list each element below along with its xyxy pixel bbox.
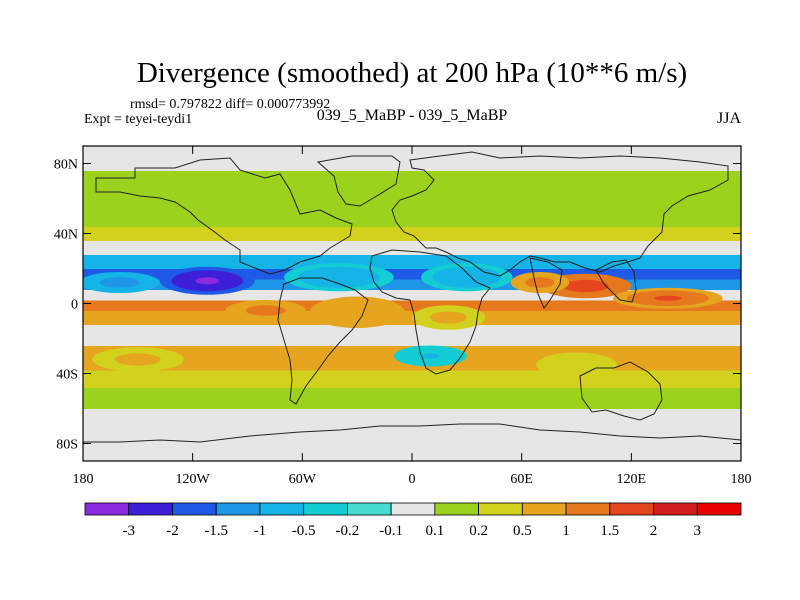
coast-eurasia: [391, 151, 729, 277]
coast-southeast-asia: [595, 259, 637, 303]
colorbar-swatch: [172, 502, 217, 516]
field-band: [83, 279, 741, 290]
field-anomaly: [455, 273, 479, 281]
field-band: [83, 240, 741, 255]
coast-greenland: [316, 155, 401, 207]
colorbar-level-label: 1: [562, 523, 570, 539]
colorbar-swatch: [434, 502, 480, 516]
colorbar-level-label: 2: [650, 523, 658, 539]
colorbar-level-label: 0.1: [425, 523, 444, 539]
chart-title: Divergence (smoothed) at 200 hPa (10**6 …: [137, 57, 687, 89]
experiment-label: Expt = teyei-teydi1: [84, 112, 192, 127]
x-tick-label: 180: [73, 472, 94, 487]
field-anomaly: [255, 307, 276, 314]
y-tick-label: 80N: [54, 158, 78, 173]
colorbar-swatch: [390, 502, 436, 516]
colorbar-swatch: [303, 502, 348, 516]
field-band: [83, 310, 741, 325]
colorbar-level-label: 3: [694, 523, 702, 539]
coast-south-america: [277, 277, 369, 405]
field-band: [83, 170, 741, 192]
colorbar-swatch: [215, 502, 261, 516]
field-anomaly: [325, 273, 353, 281]
colorbar: -3 -2 -1.5 -1 -0.5 -0.2 -0.1 0.1 0.2 0.5 1 1.5 2 3: [84, 502, 742, 539]
x-tick-label: 120E: [617, 472, 647, 487]
colorbar-level-label: -1: [254, 523, 267, 539]
season-label: JJA: [717, 110, 741, 127]
field-band: [83, 387, 741, 409]
colorbar-swatch: [478, 502, 523, 516]
colorbar-swatch: [259, 502, 305, 516]
field-anomaly: [532, 279, 548, 286]
colorbar-level-label: -0.1: [379, 523, 403, 539]
colorbar-level-label: -1.5: [204, 523, 228, 539]
field-anomaly: [654, 295, 682, 301]
divergence-field: [83, 146, 741, 461]
y-tick-label: 0: [71, 298, 78, 313]
x-tick-label: 60E: [510, 472, 533, 487]
field-band: [83, 209, 741, 227]
field-anomaly: [126, 356, 150, 363]
subtitle-label: 039_5_MaBP - 039_5_MaBP: [317, 107, 508, 124]
colorbar-swatch: [521, 502, 567, 516]
field-anomaly: [195, 277, 220, 285]
field-band: [83, 335, 741, 346]
coast-africa: [369, 249, 491, 375]
colorbar-swatch: [128, 502, 173, 516]
field-anomaly: [421, 353, 440, 359]
colorbar-level-label: -0.5: [292, 523, 316, 539]
field-anomaly: [574, 282, 598, 290]
coast-antarctica: [83, 423, 741, 443]
colorbar-level-label: -0.2: [336, 523, 360, 539]
x-tick-label: 0: [409, 472, 416, 487]
field-anomaly: [345, 308, 370, 317]
x-tick-label: 60W: [289, 472, 317, 487]
field-band: [83, 268, 741, 280]
y-tick-label: 80S: [56, 438, 78, 453]
field-band: [83, 254, 741, 269]
colorbar-level-label: 0.2: [469, 523, 488, 539]
colorbar-swatch: [84, 502, 130, 516]
coastlines: [83, 151, 741, 443]
field-anomaly: [566, 361, 587, 368]
field-anomaly: [439, 314, 458, 321]
colorbar-swatch: [696, 502, 742, 516]
field-band: [83, 429, 741, 453]
coast-australia: [579, 361, 663, 421]
colorbar-swatch: [346, 502, 392, 516]
colorbar-swatch: [653, 502, 698, 516]
stats-label: rmsd= 0.797822 diff= 0.000773992: [130, 97, 330, 112]
coast-north-america: [95, 157, 353, 275]
colorbar-level-label: -2: [166, 523, 179, 539]
field-band: [83, 226, 741, 241]
field-anomaly: [109, 279, 130, 286]
y-tick-label: 40S: [56, 368, 78, 383]
field-band: [83, 289, 741, 301]
colorbar-level-label: -3: [122, 523, 135, 539]
x-tick-label: 120W: [176, 472, 211, 487]
colorbar-swatch: [609, 502, 654, 516]
y-tick-label: 40N: [54, 228, 78, 243]
field-band: [83, 324, 741, 336]
field-band: [83, 370, 741, 388]
axis-ticks: 180 120W 60W 0 60E 120E 180 80N 40N 0 40S 80S: [54, 146, 752, 487]
x-tick-label: 180: [731, 472, 752, 487]
field-band: [83, 191, 741, 210]
colorbar-swatch: [565, 502, 611, 516]
coast-india: [529, 257, 563, 309]
colorbar-level-label: 0.5: [513, 523, 532, 539]
field-band: [83, 408, 741, 430]
colorbar-level-label: 1.5: [600, 523, 619, 539]
